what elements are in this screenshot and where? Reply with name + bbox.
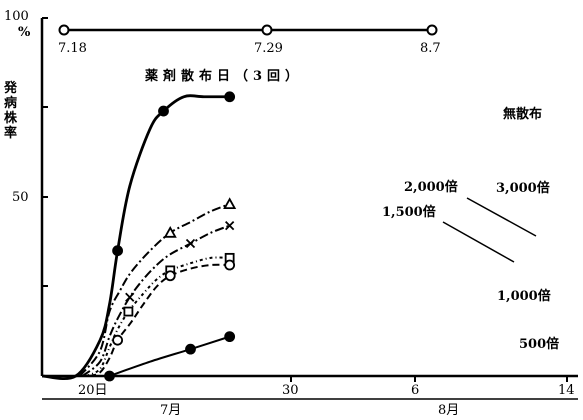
series-5-point-0 [104, 370, 115, 382]
series-2-point-1 [185, 238, 196, 249]
series-label-4: 1,000倍 [497, 288, 551, 304]
series-label-3: 1,500倍 [382, 204, 436, 220]
series-line-3 [86, 256, 230, 377]
month-july: 7月 [160, 403, 181, 418]
series-2-point-2 [225, 221, 235, 231]
spray-date-3: 8.7 [420, 41, 441, 56]
y-tick-label-100: 100 [4, 9, 29, 24]
x-axis: 20日 30 6 14 7月 8月 [42, 374, 578, 418]
series-line-0 [41, 94, 230, 381]
series-label-2: 2,000倍 [404, 179, 458, 195]
spray-marker-1 [58, 24, 70, 36]
y-axis: 100 % 50 発病株率 [3, 9, 48, 376]
series-4-point-1 [164, 270, 176, 282]
series-4-point-0 [112, 334, 123, 346]
series-3-point-0 [123, 306, 134, 317]
series-1-point-0 [163, 225, 177, 238]
y-tick-label-50: 50 [12, 190, 29, 205]
series-leader-3 [442, 221, 515, 263]
series-5-point-2 [224, 331, 236, 343]
series-line-5 [109, 335, 230, 377]
x-tick-label-6: 6 [411, 383, 419, 398]
series-1-point-1 [223, 197, 237, 210]
series-0-point-0 [112, 245, 123, 257]
spray-timeline: 7.18 7.29 8.7 薬剤散布日（3回） [58, 24, 441, 84]
series-0-point-2 [224, 91, 236, 103]
series-layer [41, 91, 237, 382]
x-tick-label-30: 30 [282, 383, 299, 398]
x-tick-label-20: 20日 [78, 383, 108, 398]
series-label-0: 無散布 [503, 106, 542, 122]
spray-marker-3 [426, 24, 438, 36]
series-label-1: 3,000倍 [496, 180, 550, 196]
series-5-point-1 [185, 343, 196, 355]
month-august: 8月 [438, 403, 459, 418]
spray-marker-2 [261, 24, 273, 36]
series-line-1 [79, 203, 231, 377]
spray-date-1: 7.18 [58, 41, 87, 56]
y-unit: % [18, 25, 31, 40]
series-4-point-2 [224, 259, 236, 271]
x-tick-label-14: 14 [558, 383, 575, 398]
y-axis-label: 発病株率 [3, 80, 18, 141]
series-labels: 無散布 3,000倍 2,000倍 1,500倍 1,000倍 500倍 [382, 106, 559, 352]
series-line-4 [88, 263, 230, 377]
series-label-5: 500倍 [519, 336, 559, 352]
series-line-2 [81, 224, 231, 377]
series-leader-2 [466, 197, 537, 237]
spray-date-2: 7.29 [254, 41, 283, 56]
spray-label: 薬剤散布日（3回） [144, 68, 303, 84]
series-0-point-1 [158, 105, 169, 117]
series-2-point-0 [125, 292, 135, 302]
